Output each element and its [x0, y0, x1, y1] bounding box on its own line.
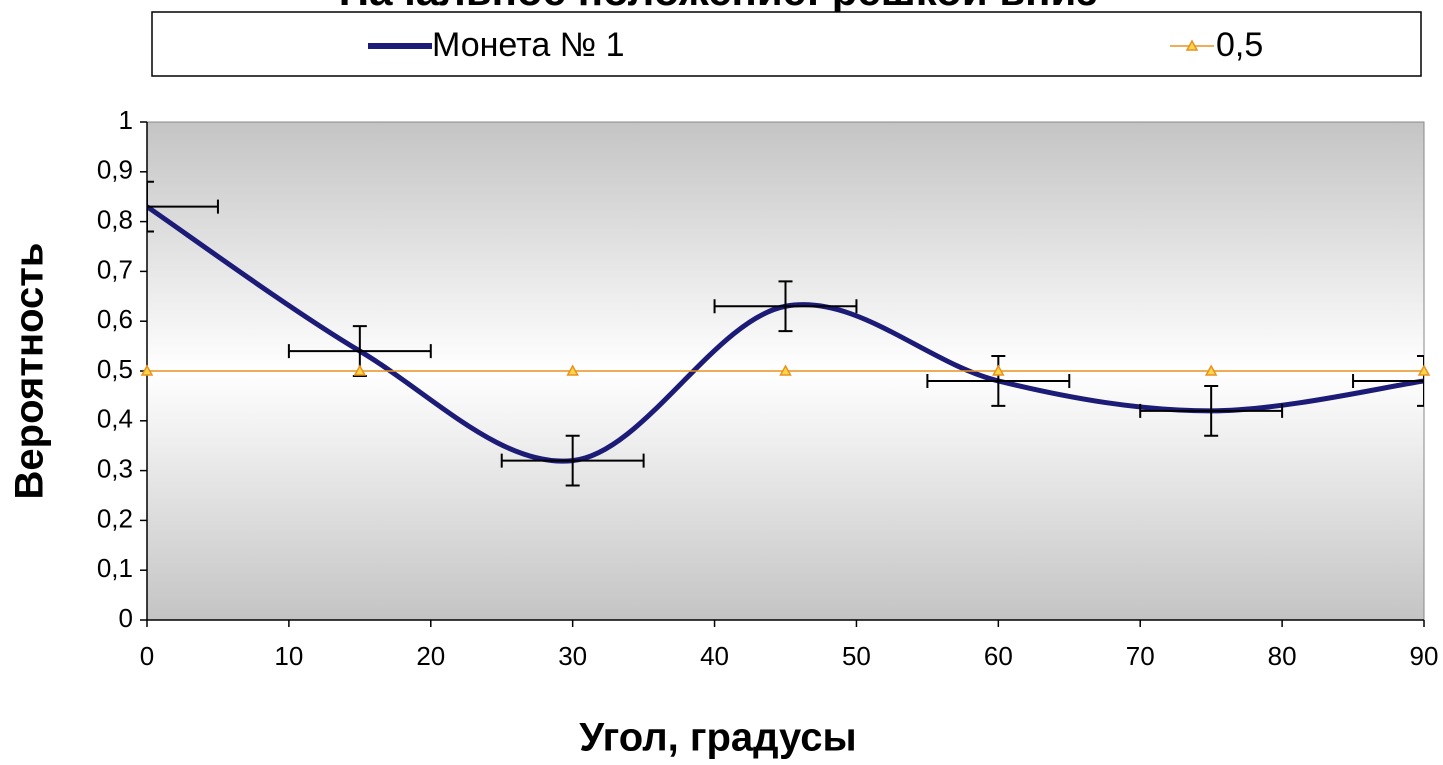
x-tick-label: 40 [700, 641, 729, 671]
legend-box [151, 11, 1422, 77]
y-error-bar [1417, 355, 1424, 407]
point-marker [779, 364, 792, 376]
point-marker [992, 364, 1005, 376]
x-tick-label: 90 [1410, 641, 1439, 671]
x-error-bar [500, 453, 645, 468]
chart-title: Начальное положение: решкой вниз [339, 0, 1097, 14]
x-error-bar [1139, 403, 1284, 418]
x-error-bar [287, 344, 432, 359]
point-marker [140, 364, 154, 376]
y-tick-label: 0,9 [97, 155, 133, 185]
point-marker [566, 364, 579, 376]
y-tick-label: 0,1 [97, 553, 133, 583]
y-error-bar [147, 180, 154, 233]
y-tick-label: 0,2 [97, 503, 133, 533]
y-tick-label: 0,8 [97, 204, 133, 234]
x-tick-label: 70 [1126, 641, 1155, 671]
x-tick-label: 50 [842, 641, 871, 671]
y-tick-label: 0,7 [97, 254, 133, 284]
x-axis-label: Угол, градусы [579, 716, 856, 760]
x-error-bar [926, 373, 1071, 388]
x-tick-label: 60 [984, 641, 1013, 671]
x-tick-label: 20 [416, 641, 445, 671]
point-marker [353, 364, 367, 376]
y-axis-label: Вероятность [8, 243, 52, 500]
y-tick-label: 0 [119, 603, 133, 633]
x-tick-label: 10 [274, 641, 303, 671]
point-marker [1204, 364, 1218, 376]
x-error-bar [1352, 373, 1424, 388]
legend-label: Монета № 1 [432, 26, 625, 64]
x-tick-label: 80 [1268, 641, 1297, 671]
y-tick-label: 1 [119, 105, 133, 135]
point-marker [1417, 364, 1431, 376]
legend-label: 0,5 [1216, 26, 1263, 64]
y-tick-label: 0,4 [97, 404, 133, 434]
y-tick-label: 0,5 [97, 354, 133, 384]
x-tick-label: 30 [558, 641, 587, 671]
y-tick-label: 0,6 [97, 304, 133, 334]
legend-marker [1185, 39, 1199, 51]
x-error-bar [147, 199, 219, 214]
y-tick-label: 0,3 [97, 453, 133, 483]
x-error-bar [713, 299, 858, 314]
x-tick-label: 0 [140, 641, 154, 671]
